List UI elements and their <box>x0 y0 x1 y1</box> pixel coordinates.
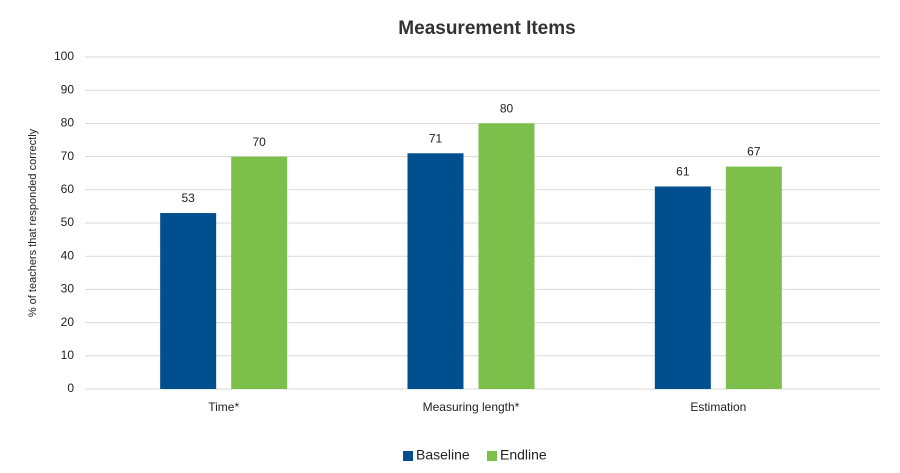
y-tick-label: 20 <box>61 315 75 329</box>
data-label: 61 <box>676 165 690 179</box>
y-tick-label: 10 <box>61 348 75 362</box>
data-label: 71 <box>429 131 443 145</box>
data-label: 80 <box>500 102 514 116</box>
y-axis-label: % of teachers that responded correctly <box>27 128 39 317</box>
legend-swatch <box>403 451 413 461</box>
y-tick-label: 40 <box>61 248 75 262</box>
y-tick-label: 90 <box>61 82 75 96</box>
x-tick-label: Time* <box>208 400 239 414</box>
bar <box>160 213 217 389</box>
x-tick-label: Estimation <box>690 400 746 414</box>
y-tick-label: 100 <box>54 49 74 63</box>
data-label: 67 <box>747 145 761 159</box>
bar <box>407 153 464 389</box>
y-tick-label: 0 <box>67 381 74 395</box>
data-label: 53 <box>181 191 195 205</box>
y-tick-label: 80 <box>61 116 75 130</box>
bar <box>478 123 535 390</box>
chart-title: Measurement Items <box>398 18 575 39</box>
bar <box>725 166 782 389</box>
y-tick-label: 50 <box>61 215 75 229</box>
bar <box>231 156 288 389</box>
y-tick-label: 30 <box>61 282 75 296</box>
y-tick-label: 60 <box>61 182 75 196</box>
legend-swatch <box>487 451 497 461</box>
x-tick-label: Measuring length* <box>423 400 520 414</box>
data-label: 70 <box>252 135 266 149</box>
legend-label: Endline <box>500 447 547 463</box>
bar <box>654 186 711 389</box>
y-tick-label: 70 <box>61 149 75 163</box>
legend-label: Baseline <box>416 447 470 463</box>
